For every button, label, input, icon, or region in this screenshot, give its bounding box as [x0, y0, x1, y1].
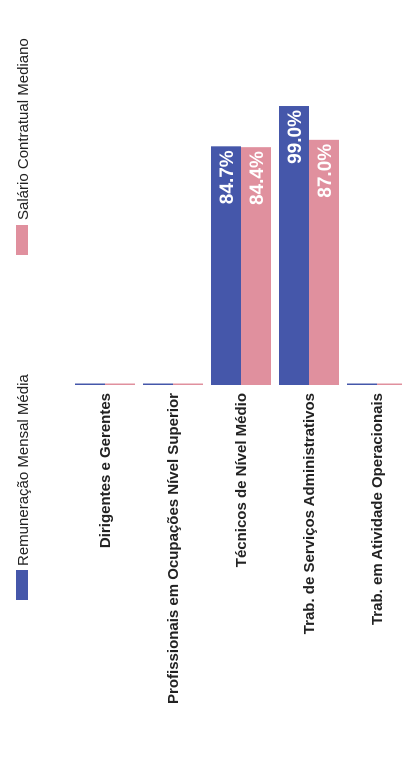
- category-label-0: Dirigentes e Gerentes: [97, 393, 114, 548]
- category-label-4: Trab. em Atividade Operacionais: [369, 393, 386, 625]
- bar-salario-4: [377, 383, 402, 385]
- data-label-remuneracao-3: 99.0%: [285, 110, 306, 164]
- data-label-salario-2: 84.4%: [247, 151, 268, 205]
- bar-salario-1: [173, 383, 203, 385]
- legend-label-salario: Salário Contratual Mediano: [15, 38, 32, 220]
- bar-remuneracao-4: [347, 383, 377, 385]
- legend-swatch-salario: [16, 225, 28, 255]
- bar-remuneracao-1: [143, 383, 173, 385]
- bars-group: [75, 106, 402, 385]
- data-labels-group: 84.7% 84.4% 99.0% 87.0%: [217, 110, 336, 205]
- bar-remuneracao-2: [211, 146, 241, 385]
- bar-salario-3: [309, 139, 339, 385]
- category-labels-group: Dirigentes e Gerentes Profissionais em Oc…: [97, 393, 386, 704]
- bar-remuneracao-0: [75, 383, 105, 385]
- category-label-2: Técnicos de Nível Médio: [233, 393, 250, 567]
- legend-label-remuneracao: Remuneração Mensal Média: [15, 374, 32, 566]
- category-label-1: Profissionais em Ocupações Nível Superio…: [165, 393, 182, 704]
- bar-salario-0: [105, 383, 135, 385]
- legend: Remuneração Mensal Média Salário Contrat…: [15, 38, 32, 600]
- bar-salario-2: [241, 147, 271, 385]
- data-label-remuneracao-2: 84.7%: [217, 150, 238, 204]
- legend-swatch-remuneracao: [16, 570, 28, 600]
- data-label-salario-3: 87.0%: [315, 144, 336, 198]
- category-label-3: Trab. de Serviços Administrativos: [301, 393, 318, 634]
- bar-remuneracao-3: [279, 106, 309, 385]
